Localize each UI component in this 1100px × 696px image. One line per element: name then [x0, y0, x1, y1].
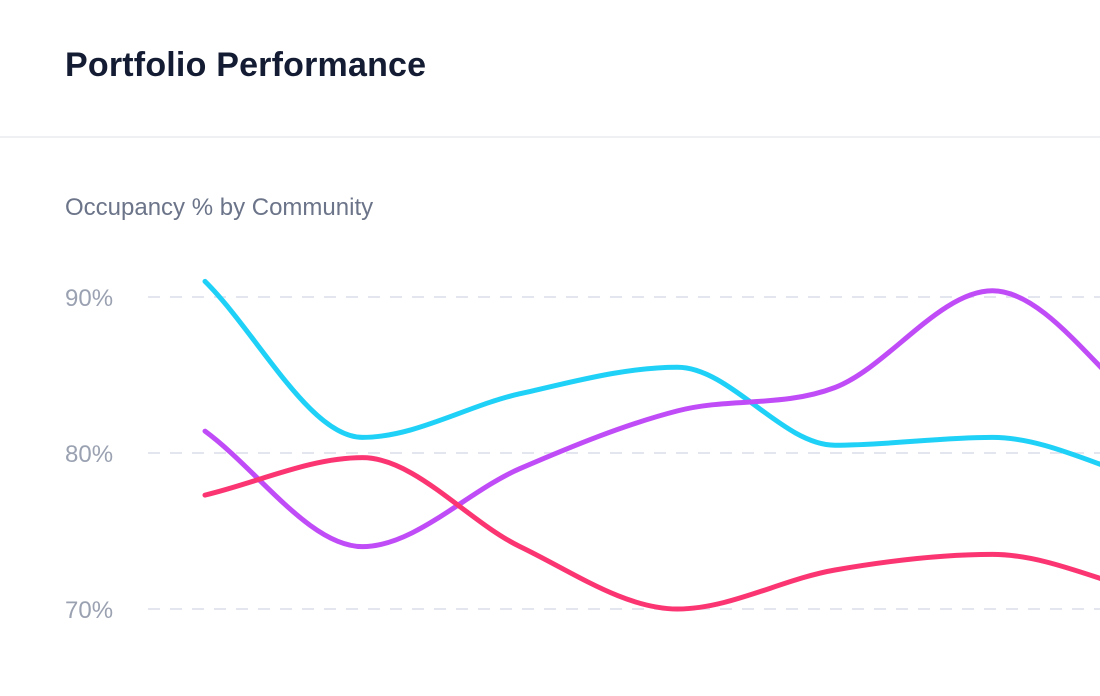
page-title: Portfolio Performance [65, 46, 427, 84]
y-axis-ticks: 90% 80% 70% [65, 285, 113, 624]
series-line-1 [202, 278, 1100, 467]
y-tick-label: 70% [65, 597, 113, 624]
y-tick-label: 90% [65, 285, 113, 312]
page-header: Portfolio Performance [0, 0, 1100, 138]
series-line-3 [202, 455, 1100, 612]
gridlines [148, 296, 1100, 610]
series-line-2 [202, 288, 1100, 550]
y-tick-label: 80% [65, 441, 113, 468]
chart-title: Occupancy % by Community [65, 194, 374, 221]
series-lines [202, 278, 1100, 612]
